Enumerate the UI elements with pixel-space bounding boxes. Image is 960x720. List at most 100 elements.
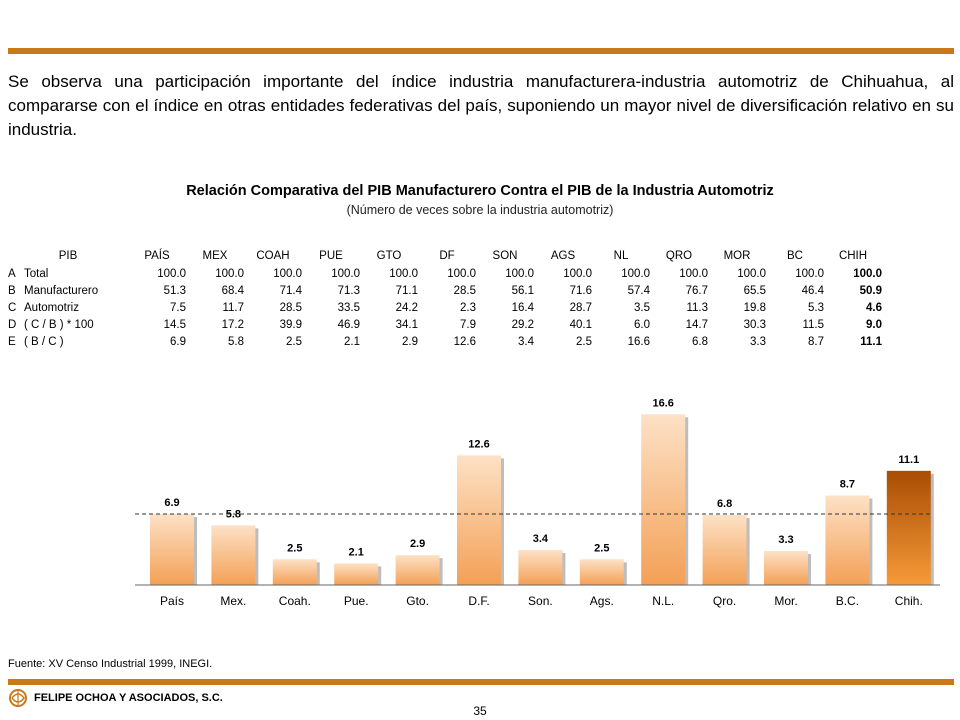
table-cell: 100.0	[795, 268, 824, 280]
bar-value-label: 6.8	[717, 498, 732, 510]
x-tick-label: Coah.	[279, 594, 311, 608]
table-col-header: COAH	[256, 249, 290, 262]
x-labels-group: País Mex. Coah. Pue. Gto. D.F. Son. Ags. N.L. Qro…	[160, 594, 923, 608]
table-cell: 28.5	[279, 302, 302, 314]
table-cell: 2.1	[344, 336, 360, 348]
bottom-rule	[8, 679, 954, 685]
table-cell: 3.3	[750, 336, 766, 348]
table-cell: 46.4	[801, 285, 824, 297]
row-code: C	[8, 302, 17, 314]
table-col-header: AGS	[550, 249, 576, 262]
table-cell: 24.2	[395, 302, 418, 314]
bar-value-label: 3.4	[533, 533, 549, 545]
table-header-pib: PIB	[58, 249, 78, 262]
table-cell: 71.4	[279, 285, 302, 297]
bar-chih	[886, 470, 931, 585]
table-cell: 3.4	[518, 336, 534, 348]
data-table: PIB PAÍS MEX COAH PUE GTO DF SON AGS NL …	[8, 246, 882, 351]
table-cell: 17.2	[221, 319, 244, 331]
table-cell: 100.0	[853, 268, 882, 280]
table-cell: 11.5	[802, 319, 824, 331]
table-row: D ( C / B ) * 100 14.5 17.2 39.9 46.9 34.1 7.9 2…	[8, 317, 882, 334]
table-row: A Total 100.0 100.0 100.0 100.0 100.0 100.0 100.…	[8, 266, 882, 283]
table-cell: 6.8	[692, 336, 708, 348]
table-cell: 46.9	[337, 319, 360, 331]
table-cell: 5.3	[808, 302, 824, 314]
x-tick-label: Son.	[528, 594, 553, 608]
table-cell: 71.1	[395, 285, 418, 297]
table-cell: 51.3	[163, 285, 186, 297]
table-col-header: SON	[492, 249, 518, 262]
table-cell: 100.0	[389, 268, 418, 280]
table-cell: 71.3	[337, 285, 360, 297]
table-cell: 40.1	[569, 319, 592, 331]
table-cell: 2.5	[576, 336, 592, 348]
table-cell: 11.1	[860, 336, 882, 348]
bar-nl	[641, 414, 686, 585]
company-logo-icon	[9, 689, 27, 707]
table-cell: 7.9	[460, 319, 476, 331]
table-cell: 29.2	[511, 319, 534, 331]
table-col-header: BC	[787, 249, 803, 262]
table-cell: 28.5	[453, 285, 476, 297]
table-cell: 14.7	[685, 319, 708, 331]
table-cell: 100.0	[215, 268, 244, 280]
table-col-header: PUE	[319, 249, 343, 262]
row-label: ( B / C )	[24, 336, 64, 348]
table-cell: 12.6	[453, 336, 476, 348]
bar-value-label: 3.3	[778, 534, 793, 546]
table-col-header: NL	[613, 249, 629, 262]
chart-title: Relación Comparativa del PIB Manufacture…	[186, 183, 774, 199]
table-col-header: MEX	[202, 249, 228, 262]
table-cell: 6.9	[170, 336, 186, 348]
bar-mex	[211, 525, 256, 585]
table-cell: 16.6	[627, 336, 650, 348]
source-note: Fuente: XV Censo Industrial 1999, INEGI.	[8, 658, 213, 670]
table-cell: 9.0	[866, 319, 882, 331]
table-cell: 50.9	[859, 285, 882, 297]
row-code: D	[8, 319, 17, 331]
table-cell: 8.7	[808, 336, 824, 348]
table-cell: 11.7	[222, 302, 244, 314]
bar-bc	[825, 495, 870, 585]
table-col-header: GTO	[376, 249, 402, 262]
table-cell: 2.5	[286, 336, 302, 348]
bar-chart: 6.95.82.5 2.12.912.63.42.516.66.83.38.711…	[135, 397, 940, 608]
table-col-header: MOR	[723, 249, 751, 262]
table-cell: 100.0	[331, 268, 360, 280]
table-cell: 30.3	[743, 319, 766, 331]
x-tick-label: Ags.	[590, 594, 614, 608]
bar-value-label: 12.6	[468, 438, 489, 450]
table-col-header: QRO	[665, 249, 693, 262]
x-tick-label: N.L.	[652, 594, 674, 608]
table-cell: 28.7	[569, 302, 592, 314]
row-label: Total	[24, 268, 49, 280]
company-name: FELIPE OCHOA Y ASOCIADOS, S.C.	[34, 692, 223, 704]
table-col-header: CHIH	[838, 249, 868, 262]
x-tick-label: Gto.	[406, 594, 429, 608]
table-col-header: PAÍS	[144, 249, 170, 262]
x-tick-label: Chih.	[895, 594, 923, 608]
table-cell: 14.5	[163, 319, 186, 331]
bar-value-label: 2.9	[410, 538, 425, 550]
table-cell: 2.9	[402, 336, 418, 348]
table-cell: 16.4	[511, 302, 534, 314]
bars-group: 6.95.82.5 2.12.912.63.42.516.66.83.38.711…	[150, 397, 934, 585]
x-tick-label: B.C.	[836, 594, 859, 608]
table-cell: 4.6	[866, 302, 882, 314]
x-tick-label: País	[160, 594, 184, 608]
x-tick-label: D.F.	[468, 594, 489, 608]
top-rule	[8, 48, 954, 54]
table-cell: 39.9	[279, 319, 302, 331]
table-cell: 100.0	[621, 268, 650, 280]
table-cell: 56.1	[511, 285, 534, 297]
table-cell: 5.8	[228, 336, 244, 348]
row-label: Manufacturero	[24, 285, 99, 297]
bar-value-label: 2.1	[349, 546, 364, 558]
table-col-header: DF	[439, 249, 455, 262]
bar-qro	[702, 515, 747, 585]
bar-coah	[272, 559, 317, 585]
table-cell: 65.5	[743, 285, 766, 297]
table-cell: 100.0	[157, 268, 186, 280]
page-number: 35	[473, 704, 487, 718]
